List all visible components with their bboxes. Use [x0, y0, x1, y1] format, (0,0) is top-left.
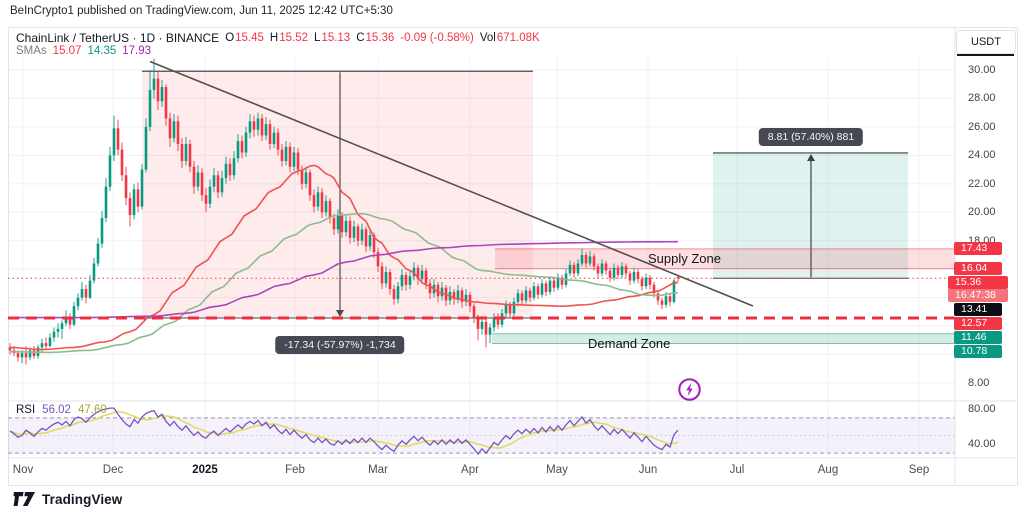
- sma-fast-value: 15.07: [52, 45, 82, 57]
- measure-label-down: -17.34 (-57.97%) -1,734: [275, 335, 405, 354]
- time-axis-label-apr[interactable]: Apr: [461, 464, 479, 476]
- ohlc-open: O 15.45: [225, 32, 264, 44]
- time-axis-label-nov[interactable]: Nov: [12, 464, 34, 476]
- sma-mid-value: 14.35: [87, 45, 117, 57]
- sma-legend-row: SMAs 15.07 14.35 17.93: [16, 45, 151, 57]
- time-axis-label-jul[interactable]: Jul: [729, 464, 745, 476]
- sma-slow-line: [10, 240, 679, 319]
- attribution-text: BeInCrypto1 published on TradingView.com…: [10, 5, 393, 17]
- price-label-chip-12.57: 12.57: [954, 317, 1002, 331]
- price-axis-tick: 30.00: [968, 64, 996, 76]
- price-axis-tick: 26.00: [968, 120, 996, 133]
- tradingview-logo[interactable]: TradingView: [12, 492, 122, 507]
- price-axis-tick: 8.00: [968, 376, 990, 389]
- time-axis-label-2025[interactable]: 2025: [192, 464, 218, 476]
- price-label-chip-17.43: 17.43: [954, 242, 1002, 256]
- currency-toggle-button[interactable]: USDT: [956, 30, 1016, 54]
- time-axis-label-sep[interactable]: Sep: [908, 464, 930, 476]
- rsi-label[interactable]: RSI: [16, 404, 36, 416]
- price-label-chip-13.41: 13.41: [954, 303, 1002, 317]
- ohlc-high: H 15.52: [269, 32, 309, 44]
- time-axis-label-aug[interactable]: Aug: [817, 464, 839, 476]
- rsi-axis-tick: 80.00: [968, 403, 996, 415]
- supply-zone-label: Supply Zone: [648, 250, 721, 266]
- tradingview-wordmark: TradingView: [42, 492, 123, 507]
- time-axis-label-dec[interactable]: Dec: [102, 464, 124, 476]
- sma-fast-line: [9, 164, 679, 351]
- price-label-chip-10.78: 10.78: [954, 345, 1002, 359]
- price-label-chip-11.46: 11.46: [954, 331, 1002, 345]
- price-label-chip-16.04: 16.04: [954, 262, 1002, 276]
- rsi-legend-row: RSI 56.02 47.60: [16, 404, 107, 416]
- volume-value: Vol 671.08K: [479, 32, 540, 44]
- measure-label-up: 8.81 (57.40%) 881: [758, 127, 864, 146]
- price-label-chip-15.36: 15.36 16:47:38: [948, 276, 1008, 303]
- symbol-title[interactable]: ChainLink / TetherUS · 1D · BINANCE: [16, 31, 220, 45]
- chart-legend-row: ChainLink / TetherUS · 1D · BINANCE O 15.…: [16, 31, 540, 45]
- price-axis-tick: 22.00: [968, 177, 996, 190]
- rsi-value: 56.02: [42, 404, 71, 416]
- chart-frame: [8, 27, 1018, 486]
- time-axis-label-mar[interactable]: Mar: [368, 464, 388, 476]
- price-scale-divider: [957, 54, 1014, 56]
- rsi-line: [9, 407, 679, 456]
- ohlc-close: C 15.36: [356, 32, 395, 44]
- sma-slow-value: 17.93: [122, 45, 152, 57]
- candle-countdown: 16:47:38: [948, 289, 1008, 303]
- price-axis-tick: 24.00: [968, 149, 996, 162]
- change-value: -0.09 (-0.58%): [400, 32, 474, 44]
- price-axis-tick: 20.00: [968, 206, 996, 219]
- sma-mid-line: [9, 212, 679, 354]
- smas-label[interactable]: SMAs: [16, 45, 47, 57]
- rsi-axis-tick: 40.00: [968, 438, 996, 451]
- price-axis-tick: 28.00: [968, 92, 996, 105]
- tradingview-logo-icon: [13, 492, 35, 506]
- boost-lightning-icon[interactable]: [677, 377, 702, 402]
- time-axis-label-may[interactable]: May: [546, 464, 568, 476]
- time-axis-label-jun[interactable]: Jun: [638, 464, 658, 476]
- rsi-ma-value: 47.60: [77, 404, 107, 416]
- time-axis-label-feb[interactable]: Feb: [285, 464, 305, 476]
- demand-zone-label: Demand Zone: [588, 335, 671, 351]
- ohlc-low: L 15.13: [314, 32, 351, 44]
